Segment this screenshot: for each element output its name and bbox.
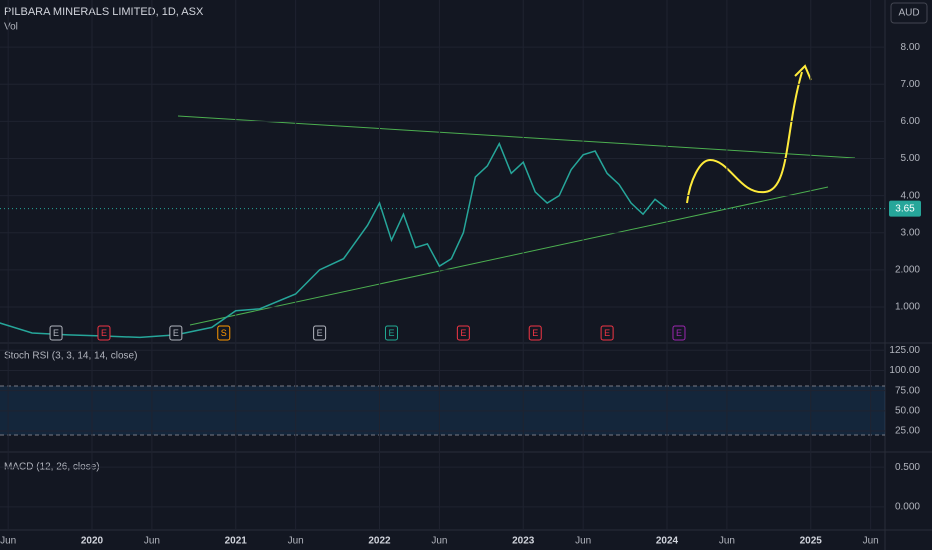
x-tick-label: 2024 bbox=[656, 536, 679, 547]
trendline-lower bbox=[189, 186, 829, 326]
x-tick-label: Jun bbox=[575, 536, 591, 547]
y-tick-label: 25.00 bbox=[895, 426, 920, 437]
event-label: E bbox=[173, 328, 179, 338]
event-icon bbox=[313, 325, 327, 341]
event-label: E bbox=[53, 328, 59, 338]
y-tick-label: 75.00 bbox=[895, 385, 920, 396]
event-icon bbox=[600, 325, 614, 341]
event-label: E bbox=[532, 328, 538, 338]
price-line bbox=[0, 141, 668, 339]
x-tick-label: 2020 bbox=[81, 536, 104, 547]
y-tick-label: 2.000 bbox=[895, 265, 920, 276]
last-price: 3.65 bbox=[895, 203, 915, 214]
y-tick-label: 0.000 bbox=[895, 502, 920, 513]
event-label: E bbox=[460, 328, 466, 338]
x-tick-label: Jun bbox=[719, 536, 735, 547]
event-icon bbox=[49, 325, 63, 341]
y-tick-label: 125.00 bbox=[889, 345, 920, 356]
y-tick-label: 7.00 bbox=[901, 79, 921, 90]
y-tick-label: 100.00 bbox=[889, 365, 920, 376]
chart-subtitle: Vol bbox=[4, 22, 18, 33]
x-tick-label: 2025 bbox=[800, 536, 823, 547]
chart-title: PILBARA MINERALS LIMITED, 1D, ASX bbox=[4, 6, 204, 18]
y-tick-label: 50.00 bbox=[895, 405, 920, 416]
event-label: E bbox=[388, 328, 394, 338]
y-tick-label: 0.500 bbox=[895, 462, 920, 473]
y-tick-label: 4.00 bbox=[901, 190, 921, 201]
event-icon bbox=[217, 325, 231, 341]
event-icon bbox=[384, 325, 398, 341]
currency[interactable]: AUD bbox=[898, 8, 919, 19]
x-tick-label: Jun bbox=[288, 536, 304, 547]
y-tick-label: 8.00 bbox=[901, 42, 921, 53]
last-price-box bbox=[889, 200, 921, 217]
x-tick-label: Jun bbox=[431, 536, 447, 547]
event-icon bbox=[672, 325, 686, 341]
event-label: E bbox=[101, 328, 107, 338]
y-tick-label: 5.00 bbox=[901, 153, 921, 164]
drawn-arrow bbox=[686, 71, 803, 204]
x-tick-label: Jun bbox=[144, 536, 160, 547]
event-label: E bbox=[676, 328, 682, 338]
event-label: E bbox=[604, 328, 610, 338]
y-tick-label: 1.000 bbox=[895, 302, 920, 313]
x-tick-label: Jun bbox=[863, 536, 879, 547]
pane-title: Stoch RSI (3, 3, 14, 14, close) bbox=[4, 351, 137, 362]
event-icon bbox=[169, 325, 183, 341]
arrow-head bbox=[794, 64, 812, 81]
x-tick-label: 2021 bbox=[225, 536, 248, 547]
x-tick-label: 2023 bbox=[512, 536, 535, 547]
event-icon bbox=[97, 325, 111, 341]
x-tick-label: Jun bbox=[0, 536, 16, 547]
currency-button[interactable] bbox=[890, 2, 928, 24]
event-icon bbox=[456, 325, 470, 341]
event-icon bbox=[528, 325, 542, 341]
y-tick-label: 3.00 bbox=[901, 227, 921, 238]
y-tick-label: 6.00 bbox=[901, 116, 921, 127]
x-tick-label: 2022 bbox=[368, 536, 391, 547]
event-label: S bbox=[221, 328, 227, 338]
event-label: E bbox=[317, 328, 323, 338]
trendline-upper bbox=[177, 115, 856, 159]
